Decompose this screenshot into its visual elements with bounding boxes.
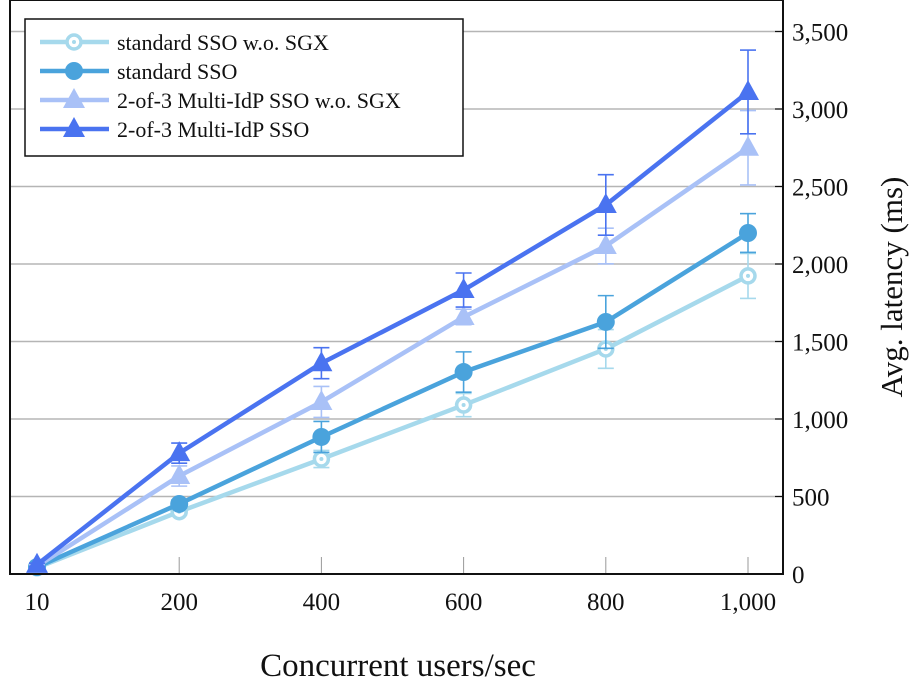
y-tick-label: 2,000 (792, 252, 848, 279)
data-point-center (746, 273, 750, 278)
legend-marker (63, 117, 85, 137)
x-ticks: 10 200 400 600 800 1,000 (25, 557, 776, 616)
data-point (168, 464, 191, 485)
legend-item: standard SSO (40, 59, 237, 84)
series-line (35, 90, 750, 567)
legend-label: standard SSO w.o. SGX (117, 30, 329, 55)
data-point (594, 192, 617, 213)
data-point (310, 351, 333, 372)
series-3 (26, 49, 759, 573)
legend-item: 2-of-3 Multi-IdP SSO (40, 117, 309, 142)
y-ticks: 0 500 1,000 1,500 2,000 2,500 3,000 3,500 (775, 20, 848, 589)
x-axis-label: Concurrent users/sec (260, 648, 536, 684)
x-tick-label: 200 (160, 589, 198, 616)
legend-label: standard SSO (117, 59, 237, 84)
data-point (452, 305, 475, 326)
legend-item: 2-of-3 Multi-IdP SSO w.o. SGX (40, 88, 401, 113)
data-point (594, 234, 617, 255)
data-point (737, 79, 759, 100)
data-point (310, 389, 333, 410)
x-tick-label: 800 (587, 589, 625, 616)
y-tick-label: 500 (792, 485, 830, 512)
y-tick-label: 0 (792, 562, 805, 589)
series-0 (28, 252, 757, 577)
x-tick-label: 10 (25, 589, 50, 616)
data-point-center (319, 456, 324, 461)
y-axis-label: Avg. latency (ms) (874, 177, 909, 398)
legend-marker (63, 88, 85, 108)
legend-label: 2-of-3 Multi-IdP SSO w.o. SGX (117, 88, 401, 113)
y-tick-label: 3,500 (792, 20, 848, 47)
series-2 (26, 109, 759, 575)
y-tick-label: 2,500 (792, 175, 848, 202)
series-layer (26, 49, 759, 577)
legend-marker-center (72, 40, 76, 44)
legend-label: 2-of-3 Multi-IdP SSO (117, 117, 309, 142)
y-tick-label: 1,000 (792, 407, 848, 434)
series-line (35, 145, 750, 569)
x-tick-label: 1,000 (720, 589, 776, 616)
y-tick-label: 1,500 (792, 330, 848, 357)
x-tick-label: 400 (303, 589, 341, 616)
series-line (36, 273, 750, 570)
y-tick-label: 3,000 (792, 97, 848, 124)
plot-frame (9, 0, 784, 575)
data-point (452, 278, 475, 299)
data-point (737, 135, 759, 156)
data-point (596, 312, 615, 331)
data-point-center (461, 403, 466, 408)
data-point (26, 552, 48, 573)
data-point (168, 441, 191, 462)
legend: standard SSO w.o. SGX standard SSO 2-of-3 … (24, 18, 464, 157)
legend-marker (65, 62, 83, 80)
series-line (36, 231, 750, 570)
data-point (170, 494, 189, 513)
data-point (312, 427, 331, 446)
series-1 (28, 212, 757, 577)
data-point (739, 224, 757, 242)
x-tick-label: 600 (445, 589, 483, 616)
legend-item: standard SSO w.o. SGX (40, 30, 329, 55)
data-point (454, 363, 473, 382)
